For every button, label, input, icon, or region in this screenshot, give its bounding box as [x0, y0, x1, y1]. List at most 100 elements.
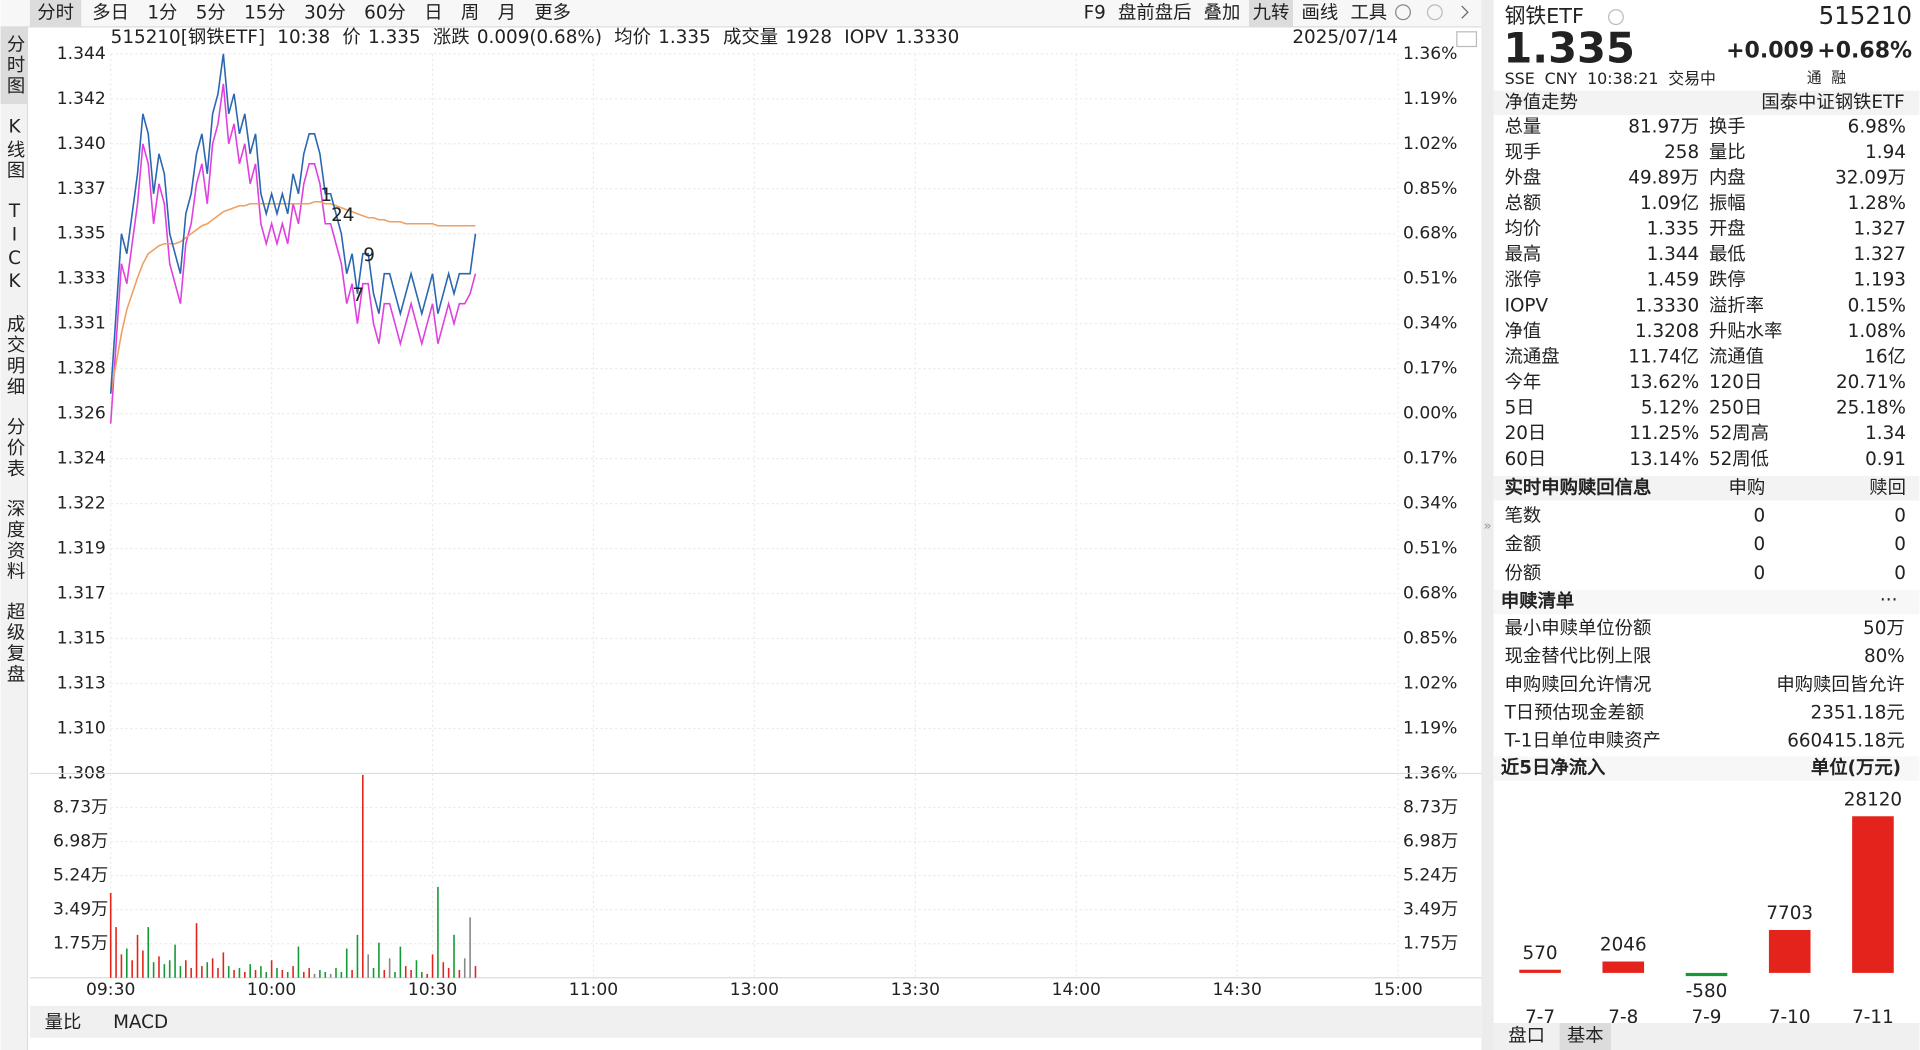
quote-value: 1.08% — [1848, 321, 1906, 342]
section-title: 实时申购赎回信息 — [1505, 476, 1652, 498]
period-tab[interactable]: 60分 — [364, 2, 406, 23]
quote-value: 1.327 — [1853, 219, 1906, 240]
flow-category: 7-8 — [1608, 1007, 1638, 1028]
nine-turn-marker: 9 — [363, 245, 375, 266]
splitter[interactable] — [1481, 0, 1494, 1050]
quote-value: 6.98% — [1848, 116, 1906, 137]
quote-value: 1.34 — [1865, 423, 1906, 444]
period-tab[interactable]: 周 — [461, 2, 479, 23]
quote-value: 13.62% — [1629, 372, 1699, 393]
period-tab[interactable]: 分时 — [37, 2, 74, 23]
side-tab[interactable]: 分价表 — [4, 417, 25, 479]
x-tick-label: 10:00 — [247, 980, 296, 1000]
basket-label: 申购赎回允许情况 — [1505, 674, 1652, 695]
next-icon[interactable] — [1461, 5, 1469, 19]
quote-value: 11.74亿 — [1628, 346, 1699, 367]
tool-tab[interactable]: 画线 — [1302, 2, 1339, 23]
period-tab[interactable]: 月 — [498, 2, 516, 23]
header-code-name: 515210[钢铁ETF] — [111, 27, 265, 48]
x-tick-label: 11:00 — [569, 980, 618, 1000]
quote-label: 均价 — [1505, 219, 1542, 240]
y-tick-label: 1.335 — [57, 224, 106, 244]
quote-value: 16亿 — [1864, 346, 1906, 367]
last-price: 1.335 — [1503, 23, 1635, 72]
tool-tab[interactable]: F9 — [1084, 2, 1106, 23]
settings-icon[interactable] — [1395, 4, 1411, 21]
side-tab[interactable]: TICK — [4, 201, 25, 295]
header-volume: 1928 — [785, 27, 832, 48]
quote-value: 0.15% — [1848, 295, 1906, 316]
period-tab[interactable]: 15分 — [244, 2, 286, 23]
panel-tab[interactable]: 盘口 — [1508, 1026, 1545, 1047]
period-tab[interactable]: 30分 — [304, 2, 346, 23]
flow-bar — [1768, 929, 1811, 973]
tool-tab[interactable]: 盘前盘后 — [1118, 2, 1191, 23]
series-line — [109, 200, 476, 394]
flow-value-label: 28120 — [1844, 789, 1902, 810]
y-tick-label: 1.333 — [57, 269, 106, 289]
quote-value: 1.344 — [1647, 244, 1700, 265]
x-tick-label: 14:30 — [1213, 980, 1262, 1000]
nav-trend[interactable]: 净值走势 — [1505, 92, 1578, 113]
tool-tab[interactable]: 工具 — [1350, 2, 1387, 23]
y-tick-label: 1.324 — [57, 449, 106, 469]
side-tab[interactable]: 深度资料 — [4, 499, 25, 582]
side-tab[interactable]: 分时图 — [4, 34, 25, 96]
flow-value-label: 7703 — [1766, 903, 1813, 924]
period-tab[interactable]: 5分 — [196, 2, 226, 23]
y2-tick-label: 0.85% — [1403, 629, 1457, 649]
period-tab[interactable]: 日 — [424, 2, 442, 23]
basket-label: 现金替代比例上限 — [1505, 646, 1652, 667]
basket-value: 2351.18元 — [1811, 702, 1905, 723]
y-tick-label: 1.326 — [57, 404, 106, 424]
fund-code: 515210 — [1819, 1, 1912, 30]
panel-tab[interactable]: 基本 — [1567, 1026, 1604, 1047]
help-icon[interactable] — [1426, 4, 1443, 21]
quote-value: 1.09亿 — [1640, 193, 1699, 214]
flow-category: 7-11 — [1852, 1007, 1894, 1028]
y2-tick-label: 1.19% — [1403, 89, 1457, 109]
indicator-tab[interactable]: 量比 — [45, 1012, 82, 1033]
volume-tick-label: 3.49万 — [53, 900, 108, 920]
panel-tab-cover — [1493, 1023, 1920, 1050]
quote-label: 外盘 — [1505, 167, 1542, 188]
y-tick-label: 1.315 — [57, 629, 106, 649]
y2-tick-label: 0.17% — [1403, 449, 1457, 469]
y-tick-label: 1.331 — [57, 314, 106, 334]
nine-turn-marker: 7 — [353, 285, 365, 306]
quote-label: 流通盘 — [1505, 346, 1560, 367]
tool-tab[interactable]: 叠加 — [1204, 2, 1241, 23]
quote-label: 振幅 — [1709, 193, 1746, 214]
tool-tab[interactable]: 九转 — [1253, 2, 1290, 23]
quote-label: 最低 — [1709, 244, 1746, 265]
header-price: 1.335 — [368, 27, 421, 48]
period-tab[interactable]: 多日 — [92, 2, 129, 23]
wp-icon[interactable] — [1456, 31, 1478, 48]
quote-value: 1.193 — [1853, 270, 1906, 291]
info-icon[interactable] — [1607, 9, 1624, 26]
indicator-tab[interactable]: MACD — [113, 1012, 168, 1033]
creation-value: 0 — [1894, 563, 1906, 584]
period-tab[interactable]: 更多 — [534, 2, 571, 23]
y2-tick-label: 0.00% — [1403, 404, 1457, 424]
creation-value: 0 — [1754, 534, 1766, 555]
y2-tick-label: 1.36% — [1403, 44, 1457, 64]
x-tick-label: 13:30 — [891, 980, 940, 1000]
y2-tick-label: 0.51% — [1403, 269, 1457, 289]
x-tick-label: 13:00 — [730, 980, 779, 1000]
splitter-icon[interactable]: » — [1483, 519, 1491, 534]
quote-value: 1.327 — [1853, 244, 1906, 265]
header-volume-label: 成交量 — [723, 27, 778, 48]
period-tab[interactable]: 1分 — [147, 2, 177, 23]
header-date: 2025/07/14 — [1292, 27, 1398, 48]
active-tab-bg — [1559, 1023, 1611, 1050]
side-tab[interactable]: K线图 — [4, 116, 25, 181]
more-button[interactable]: ··· — [1880, 590, 1898, 611]
quote-label: 20日 — [1505, 423, 1547, 444]
side-tab[interactable]: 超级复盘 — [4, 602, 25, 685]
volume-tick-label-right: 3.49万 — [1403, 900, 1458, 920]
side-tab[interactable]: 成交明细 — [4, 314, 25, 397]
y2-tick-label: 0.34% — [1403, 314, 1457, 334]
